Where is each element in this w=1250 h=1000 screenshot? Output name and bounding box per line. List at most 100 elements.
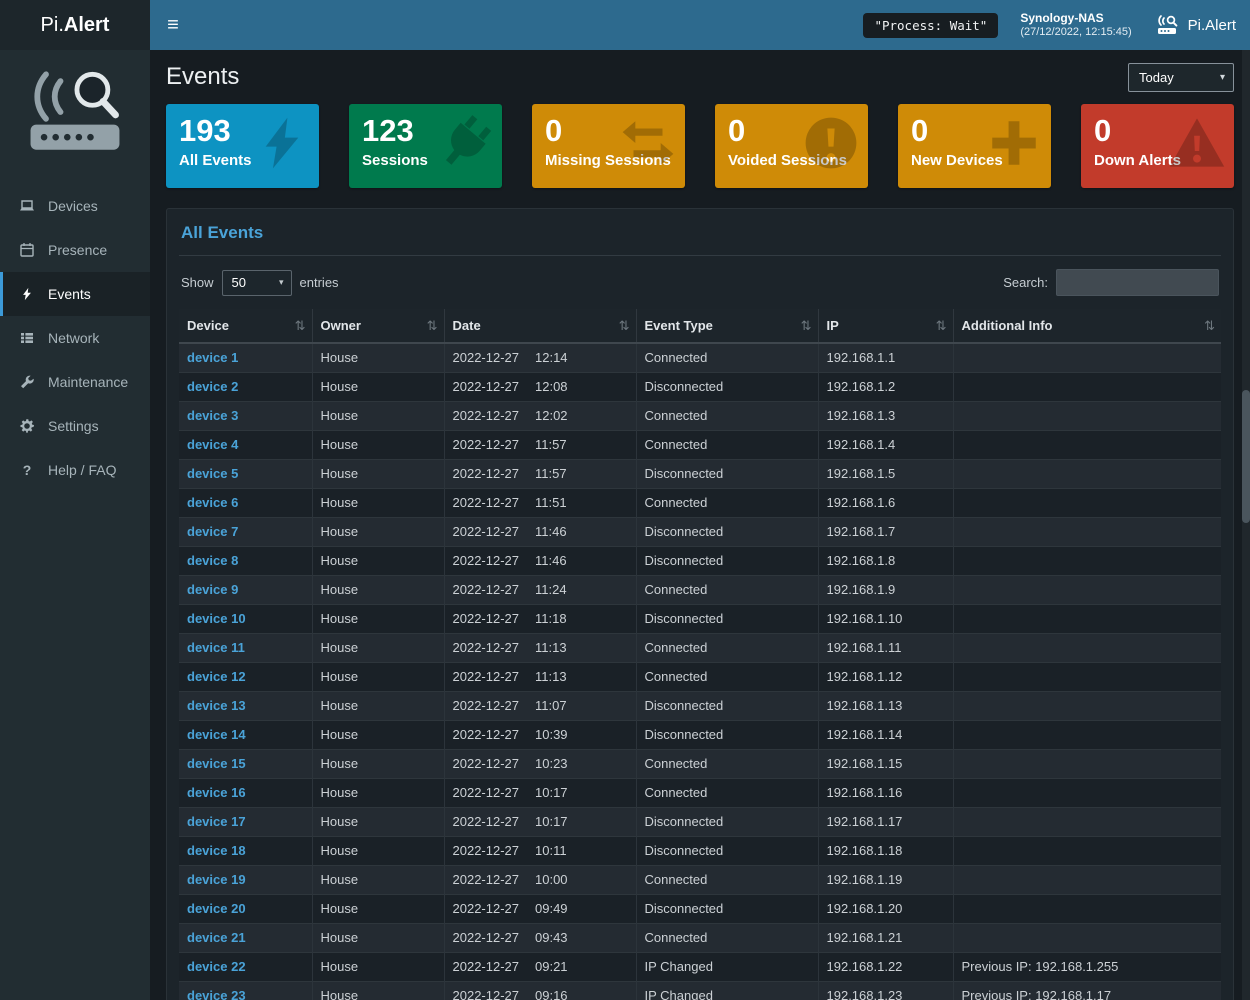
device-cell: device 18 bbox=[179, 835, 312, 865]
device-link[interactable]: device 12 bbox=[187, 669, 246, 684]
device-link[interactable]: device 15 bbox=[187, 756, 246, 771]
device-link[interactable]: device 1 bbox=[187, 350, 239, 366]
device-link[interactable]: device 7 bbox=[187, 524, 239, 539]
app-chip[interactable]: Pi.Alert bbox=[1154, 13, 1236, 37]
sort-icon: ⇅ bbox=[935, 317, 947, 333]
event-type-cell: Connected bbox=[635, 429, 818, 459]
sidebar-item-events[interactable]: Events bbox=[0, 272, 150, 316]
infobox-sessions[interactable]: 123 Sessions bbox=[349, 104, 502, 188]
owner-cell: House bbox=[311, 632, 444, 662]
device-cell: device 12 bbox=[179, 661, 312, 691]
sidebar-item-maintenance[interactable]: Maintenance bbox=[0, 360, 150, 404]
column-header-device[interactable]: Device ⇅ bbox=[179, 309, 312, 344]
device-link[interactable]: device 21 bbox=[187, 930, 246, 945]
infobox-all-events[interactable]: 193 All Events bbox=[166, 104, 319, 188]
exclamation-circle-icon bbox=[805, 117, 857, 169]
entries-select[interactable]: 50 ▾ bbox=[221, 269, 292, 296]
sidebar-item-presence[interactable]: Presence bbox=[0, 228, 150, 272]
infobox-down-alerts[interactable]: 0 Down Alerts bbox=[1081, 104, 1234, 188]
device-cell: device 7 bbox=[179, 516, 312, 546]
additional-info-cell bbox=[952, 690, 1221, 720]
device-link[interactable]: device 6 bbox=[187, 495, 239, 510]
device-cell: device 14 bbox=[179, 719, 312, 749]
column-header-date[interactable]: Date ⇅ bbox=[443, 309, 636, 344]
device-cell: device 16 bbox=[179, 777, 312, 807]
owner-cell: House bbox=[311, 719, 444, 749]
date-cell: 2022-12-27 10:39 bbox=[443, 719, 636, 749]
column-header-owner[interactable]: Owner ⇅ bbox=[311, 309, 444, 344]
sidebar-item-settings[interactable]: Settings bbox=[0, 404, 150, 448]
table-row: device 5 House 2022-12-27 11:57 Disconnected… bbox=[179, 458, 1221, 488]
additional-info-cell bbox=[952, 777, 1221, 807]
period-select[interactable]: Today ▾ bbox=[1128, 63, 1234, 92]
device-link[interactable]: device 9 bbox=[187, 582, 239, 597]
network-list-icon bbox=[18, 330, 36, 346]
ip-cell: 192.168.1.4 bbox=[817, 429, 953, 459]
date-cell: 2022-12-27 09:43 bbox=[443, 922, 636, 952]
scrollbar-track[interactable] bbox=[1242, 50, 1250, 1000]
owner-cell: House bbox=[311, 777, 444, 807]
ip-cell: 192.168.1.7 bbox=[817, 516, 953, 546]
plug-icon bbox=[445, 115, 492, 165]
scanner-icon bbox=[1157, 15, 1178, 34]
device-link[interactable]: device 18 bbox=[187, 843, 246, 858]
device-link[interactable]: device 23 bbox=[187, 988, 246, 1000]
scrollbar-thumb[interactable] bbox=[1242, 390, 1250, 523]
infobox-voided-sessions[interactable]: 0 Voided Sessions bbox=[715, 104, 868, 188]
device-link[interactable]: device 3 bbox=[187, 408, 239, 423]
show-entries-group: Show 50 ▾ entries bbox=[181, 269, 339, 296]
sidebar-item-devices[interactable]: Devices bbox=[0, 184, 150, 228]
search-input[interactable] bbox=[1056, 269, 1219, 296]
ip-cell: 192.168.1.21 bbox=[817, 922, 953, 952]
column-label: Device bbox=[187, 318, 229, 333]
device-link[interactable]: device 16 bbox=[187, 785, 246, 800]
column-header-event-type[interactable]: Event Type ⇅ bbox=[635, 309, 818, 344]
column-label: Additional Info bbox=[961, 318, 1053, 333]
ip-cell: 192.168.1.22 bbox=[817, 951, 953, 981]
event-type-cell: Disconnected bbox=[635, 458, 818, 488]
column-header-ip[interactable]: IP ⇅ bbox=[817, 309, 953, 344]
brand-logo[interactable]: Pi. Alert bbox=[0, 0, 150, 50]
ip-cell: 192.168.1.3 bbox=[817, 400, 953, 430]
sidebar-item-network[interactable]: Network bbox=[0, 316, 150, 360]
device-link[interactable]: device 17 bbox=[187, 814, 246, 829]
device-link[interactable]: device 11 bbox=[187, 640, 245, 655]
sidebar-toggle-button[interactable]: ≡ bbox=[150, 0, 196, 50]
table-row: device 21 House 2022-12-27 09:43 Connected 19… bbox=[179, 922, 1221, 952]
event-type-cell: Disconnected bbox=[635, 545, 818, 575]
table-row: device 20 House 2022-12-27 09:49 Disconnecte… bbox=[179, 893, 1221, 923]
device-link[interactable]: device 14 bbox=[187, 727, 246, 742]
ip-cell: 192.168.1.9 bbox=[817, 574, 953, 604]
device-link[interactable]: device 10 bbox=[187, 611, 246, 626]
additional-info-cell bbox=[952, 458, 1221, 488]
infobox-missing-sessions[interactable]: 0 Missing Sessions bbox=[532, 104, 685, 188]
ip-cell: 192.168.1.8 bbox=[817, 545, 953, 575]
device-link[interactable]: device 19 bbox=[187, 872, 246, 887]
navbar-right: "Process: Wait" Synology-NAS (27/12/2022… bbox=[863, 11, 1250, 40]
device-link[interactable]: device 5 bbox=[187, 466, 239, 481]
chevron-down-icon: ▾ bbox=[1219, 72, 1225, 83]
date-cell: 2022-12-27 11:46 bbox=[443, 545, 636, 575]
sidebar-item-label: Presence bbox=[48, 242, 108, 258]
owner-cell: House bbox=[311, 545, 444, 575]
event-type-cell: Disconnected bbox=[635, 371, 818, 401]
infobox-value: 0 bbox=[728, 113, 746, 148]
device-cell: device 23 bbox=[179, 980, 312, 1000]
additional-info-cell bbox=[952, 806, 1221, 836]
column-header-additional-info[interactable]: Additional Info ⇅ bbox=[952, 309, 1221, 344]
device-link[interactable]: device 2 bbox=[187, 379, 239, 394]
device-link[interactable]: device 13 bbox=[187, 698, 246, 713]
owner-cell: House bbox=[311, 748, 444, 778]
infobox-new-devices[interactable]: 0 New Devices bbox=[898, 104, 1051, 188]
device-link[interactable]: device 20 bbox=[187, 901, 246, 916]
device-link[interactable]: device 4 bbox=[187, 437, 239, 452]
sidebar-item-help[interactable]: ? Help / FAQ bbox=[0, 448, 150, 492]
device-link[interactable]: device 22 bbox=[187, 959, 246, 974]
device-link[interactable]: device 8 bbox=[187, 553, 239, 568]
date-cell: 2022-12-27 10:23 bbox=[443, 748, 636, 778]
owner-cell: House bbox=[311, 400, 444, 430]
gear-icon bbox=[18, 418, 36, 434]
owner-cell: House bbox=[311, 806, 444, 836]
ip-cell: 192.168.1.14 bbox=[817, 719, 953, 749]
infobox-value: 123 bbox=[362, 113, 414, 148]
